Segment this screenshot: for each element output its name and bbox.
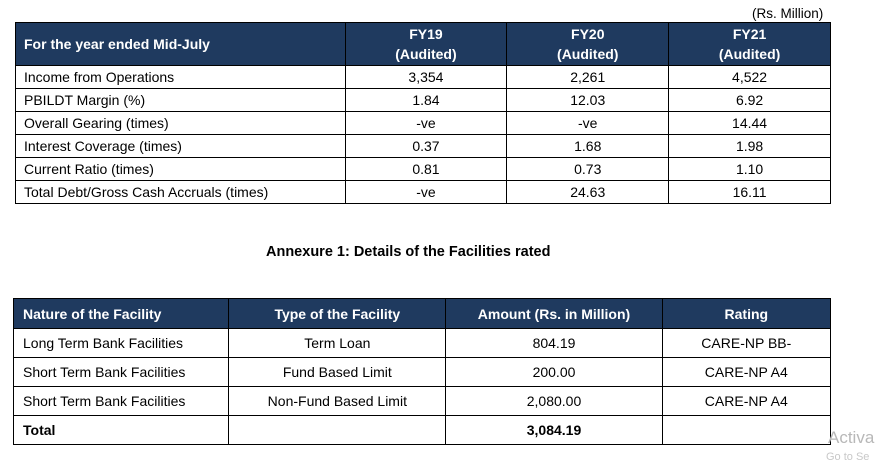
- cell-amount: 200.00: [445, 357, 663, 387]
- total-row: Total 3,084.19: [12, 415, 832, 445]
- annexure-title: Annexure 1: Details of the Facilities ra…: [266, 244, 551, 260]
- column-header-fy21: FY21 (Audited): [668, 22, 831, 66]
- cell-value: 3,354: [344, 65, 508, 89]
- financial-summary-table: For the year ended Mid-July FY19 (Audite…: [15, 22, 831, 204]
- fy-status: (Audited): [395, 46, 457, 62]
- table-row: Long Term Bank Facilities Term Loan 804.…: [12, 328, 832, 358]
- cell-value: 0.37: [344, 134, 508, 158]
- row-label: Income from Operations: [15, 65, 346, 89]
- units-note: (Rs. Million): [752, 6, 824, 21]
- cell-rating: CARE-NP BB-: [661, 328, 832, 358]
- activation-watermark: Activa: [828, 428, 875, 447]
- cell-nature: Long Term Bank Facilities: [12, 328, 230, 358]
- row-label: Interest Coverage (times): [15, 134, 346, 158]
- table-header-row: Nature of the Facility Type of the Facil…: [12, 298, 832, 329]
- cell-value: 1.68: [506, 134, 670, 158]
- cell-value: 1.84: [344, 88, 508, 112]
- cell-rating: CARE-NP A4: [661, 386, 832, 416]
- table-row: Interest Coverage (times) 0.37 1.68 1.98: [15, 134, 831, 158]
- cell-value: 14.44: [668, 111, 831, 135]
- total-label: Total: [12, 415, 230, 445]
- fy-label: FY19: [409, 26, 443, 42]
- cell-value: 2,261: [506, 65, 670, 89]
- cell-value: 1.10: [668, 157, 831, 181]
- fy-status: (Audited): [557, 46, 619, 62]
- table-row: Short Term Bank Facilities Non-Fund Base…: [12, 386, 832, 416]
- total-empty-cell: [661, 415, 832, 445]
- table-header-row: For the year ended Mid-July FY19 (Audite…: [15, 22, 831, 66]
- cell-value: 12.03: [506, 88, 670, 112]
- column-header-fy20: FY20 (Audited): [506, 22, 670, 66]
- total-amount: 3,084.19: [445, 415, 663, 445]
- table-row: Overall Gearing (times) -ve -ve 14.44: [15, 111, 831, 135]
- total-empty-cell: [228, 415, 447, 445]
- cell-value: -ve: [344, 111, 508, 135]
- cell-value: 0.73: [506, 157, 670, 181]
- cell-amount: 2,080.00: [445, 386, 663, 416]
- column-header-fy19: FY19 (Audited): [344, 22, 508, 66]
- table-row: Short Term Bank Facilities Fund Based Li…: [12, 357, 832, 387]
- cell-value: -ve: [506, 111, 670, 135]
- cell-nature: Short Term Bank Facilities: [12, 386, 230, 416]
- table-row: PBILDT Margin (%) 1.84 12.03 6.92: [15, 88, 831, 112]
- row-label: Overall Gearing (times): [15, 111, 346, 135]
- cell-rating: CARE-NP A4: [661, 357, 832, 387]
- cell-type: Fund Based Limit: [228, 357, 447, 387]
- cell-value: 4,522: [668, 65, 831, 89]
- column-header-nature: Nature of the Facility: [12, 298, 230, 329]
- column-header-period: For the year ended Mid-July: [15, 22, 346, 66]
- row-label: Current Ratio (times): [15, 157, 346, 181]
- cell-nature: Short Term Bank Facilities: [12, 357, 230, 387]
- cell-value: 24.63: [506, 180, 670, 204]
- cell-value: -ve: [344, 180, 508, 204]
- row-label: Total Debt/Gross Cash Accruals (times): [15, 180, 346, 204]
- fy-status: (Audited): [718, 46, 781, 62]
- cell-amount: 804.19: [445, 328, 663, 358]
- facilities-table: Nature of the Facility Type of the Facil…: [12, 298, 832, 445]
- table-row: Total Debt/Gross Cash Accruals (times) -…: [15, 180, 831, 204]
- table-row: Current Ratio (times) 0.81 0.73 1.10: [15, 157, 831, 181]
- cell-value: 6.92: [668, 88, 831, 112]
- cell-value: 1.98: [668, 134, 831, 158]
- row-label: PBILDT Margin (%): [15, 88, 346, 112]
- fy-label: FY21: [732, 26, 767, 42]
- cell-value: 16.11: [668, 180, 831, 204]
- cell-type: Non-Fund Based Limit: [228, 386, 447, 416]
- cell-type: Term Loan: [228, 328, 447, 358]
- cell-value: 0.81: [344, 157, 508, 181]
- column-header-amount: Amount (Rs. in Million): [445, 298, 663, 329]
- fy-label: FY20: [571, 26, 605, 42]
- column-header-type: Type of the Facility: [228, 298, 447, 329]
- table-row: Income from Operations 3,354 2,261 4,522: [15, 65, 831, 89]
- column-header-rating: Rating: [661, 298, 832, 329]
- activation-watermark-subtext: Go to Se: [826, 451, 870, 463]
